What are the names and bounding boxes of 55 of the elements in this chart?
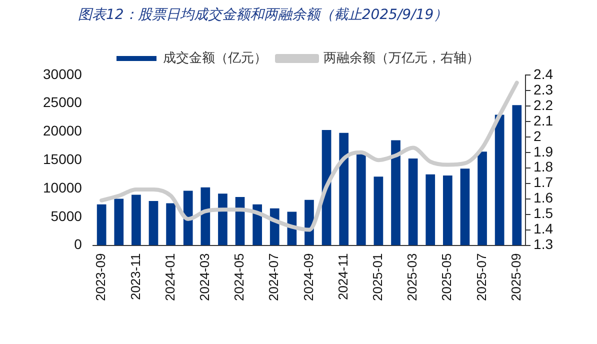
x-tick-label: 2024-09 bbox=[300, 253, 316, 302]
line-series bbox=[100, 80, 519, 232]
x-tick-label: 2023-09 bbox=[93, 253, 108, 302]
y2-tick-label: 2.3 bbox=[534, 81, 554, 98]
bar bbox=[96, 204, 106, 246]
bar bbox=[442, 175, 452, 246]
bar bbox=[200, 187, 210, 246]
y-tick-label: 30000 bbox=[42, 66, 82, 82]
x-tick-label: 2024-11 bbox=[335, 253, 350, 300]
y2-tick-label: 1.6 bbox=[534, 190, 554, 206]
y2-tick-label: 1.5 bbox=[534, 205, 554, 222]
y-tick-label: 0 bbox=[74, 236, 82, 252]
x-tick-label: 2024-07 bbox=[266, 253, 282, 302]
y2-tick-label: 2.1 bbox=[534, 112, 554, 128]
y-tick-label: 10000 bbox=[42, 179, 82, 196]
bar bbox=[356, 154, 366, 246]
bar bbox=[132, 194, 141, 246]
bar bbox=[391, 140, 400, 246]
chart-title: 图表12：股票日均成交金额和两融余额（截止2025/9/19） bbox=[78, 6, 448, 24]
y-tick-label: 5000 bbox=[50, 208, 82, 224]
bar bbox=[183, 190, 193, 246]
bar bbox=[339, 132, 349, 246]
x-tick-label: 2025-05 bbox=[439, 253, 454, 302]
y2-tick-label: 1.8 bbox=[534, 158, 554, 175]
bar bbox=[148, 201, 158, 246]
legend-label: 成交金额（亿元） bbox=[163, 50, 267, 66]
y2-tick-label: 1.7 bbox=[534, 174, 554, 190]
bar bbox=[408, 158, 418, 246]
x-tick-label: 2024-01 bbox=[162, 253, 178, 302]
x-tick-label: 2025-09 bbox=[508, 253, 524, 302]
x-tick-label: 2025-03 bbox=[404, 253, 420, 302]
bar bbox=[114, 198, 124, 246]
y-tick-label: 20000 bbox=[42, 122, 82, 139]
y2-tick-label: 1.9 bbox=[534, 143, 554, 160]
y2-tick-label: 1.3 bbox=[534, 236, 554, 252]
x-tick-label: 2023-11 bbox=[128, 253, 143, 300]
x-tick-label: 2024-05 bbox=[232, 253, 247, 302]
bar bbox=[478, 152, 487, 246]
x-tick-label: 2024-03 bbox=[196, 253, 212, 302]
y2-tick-label: 2.2 bbox=[534, 96, 554, 113]
bar bbox=[426, 174, 436, 246]
bar bbox=[512, 105, 522, 246]
legend-label: 两融余额（万亿元，右轴） bbox=[324, 50, 480, 66]
bar bbox=[218, 194, 228, 246]
y-tick-label: 15000 bbox=[42, 151, 82, 168]
y2-tick-label: 2.4 bbox=[534, 66, 554, 82]
x-tick-label: 2025-01 bbox=[370, 253, 386, 302]
bar bbox=[374, 176, 384, 246]
bar bbox=[494, 114, 504, 246]
x-tick-label: 2025-07 bbox=[474, 253, 489, 302]
bar bbox=[166, 203, 176, 246]
y-tick-label: 25000 bbox=[42, 94, 82, 110]
y2-tick-label: 1.4 bbox=[534, 220, 554, 237]
bar bbox=[460, 168, 470, 246]
y2-tick-label: 2 bbox=[534, 128, 542, 144]
